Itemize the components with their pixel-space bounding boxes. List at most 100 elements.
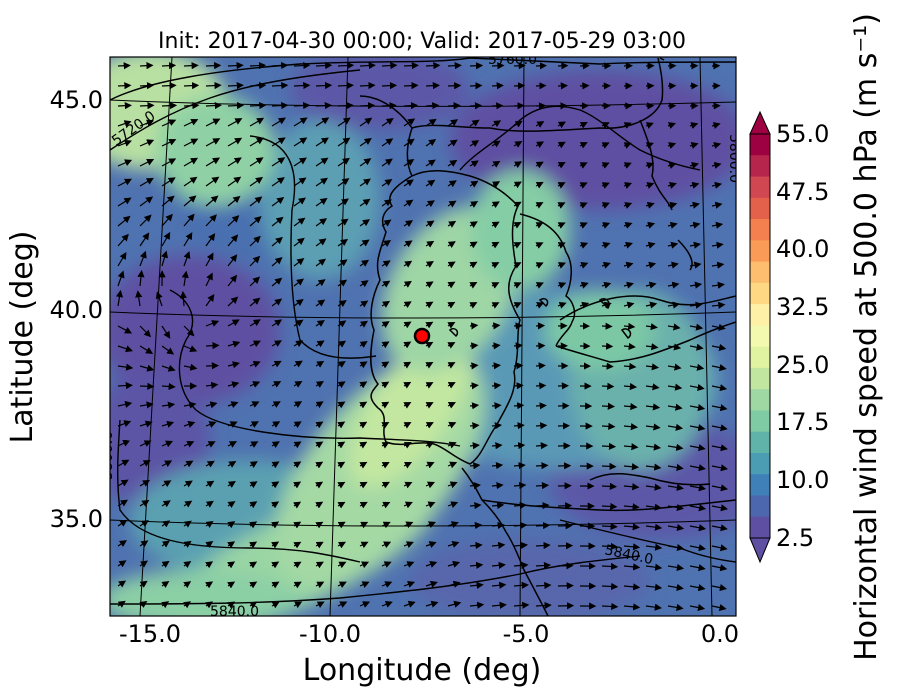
wind-arrow xyxy=(249,176,264,187)
wind-arrow xyxy=(645,142,654,149)
wind-arrow xyxy=(403,199,414,207)
wind-arrow xyxy=(161,82,177,90)
wind-arrow xyxy=(645,543,663,551)
wind-arrow xyxy=(155,291,163,307)
wind-arrow xyxy=(205,81,222,90)
colorbar-swatch xyxy=(750,240,770,263)
wind-arrow xyxy=(667,383,683,391)
wind-arrow xyxy=(337,441,346,449)
wind-arrow xyxy=(139,580,148,588)
wind-arrow xyxy=(623,241,633,249)
wind-arrow xyxy=(139,420,153,428)
wind-arrow xyxy=(183,500,193,508)
wind-arrow xyxy=(271,157,286,167)
wind-arrow xyxy=(425,321,434,329)
wind-arrow xyxy=(447,301,456,309)
wind-arrow xyxy=(513,362,524,370)
y-axis-label: Latitude (deg) xyxy=(5,231,40,444)
wind-arrow xyxy=(689,221,701,229)
colorbar-label: Horizontal wind speed at 500.0 hPa (m s⁻… xyxy=(849,13,884,661)
wind-arrow xyxy=(645,423,661,431)
wind-arrow xyxy=(557,161,566,169)
wind-arrow xyxy=(645,201,655,209)
wind-arrow xyxy=(425,240,435,248)
wind-arrow xyxy=(227,340,241,348)
wind-arrow xyxy=(601,602,619,611)
wind-arrow xyxy=(535,541,551,550)
wind-arrow xyxy=(205,520,214,528)
wind-arrow xyxy=(689,201,700,209)
wind-arrow xyxy=(447,220,457,228)
wind-arrow xyxy=(447,521,459,528)
wind-arrow xyxy=(689,241,702,249)
wind-arrow xyxy=(601,402,615,410)
wind-arrow xyxy=(117,400,133,408)
wind-arrow xyxy=(359,481,368,489)
wind-arrow xyxy=(205,401,218,409)
wind-arrow xyxy=(227,101,245,110)
wind-arrow xyxy=(381,361,390,369)
wind-arrow xyxy=(293,237,305,247)
wind-arrow xyxy=(117,600,126,608)
wind-arrow xyxy=(535,521,551,530)
wind-arrow xyxy=(161,364,176,372)
wind-arrow xyxy=(337,401,346,409)
wind-arrow xyxy=(491,62,505,70)
wind-arrow xyxy=(469,322,479,330)
wind-arrow xyxy=(535,422,548,430)
wind-arrow xyxy=(337,501,346,509)
wind-arrow xyxy=(315,340,325,348)
wind-arrow xyxy=(315,101,332,110)
wind-arrow xyxy=(601,182,610,189)
wind-arrow xyxy=(249,61,267,70)
wind-arrow xyxy=(469,201,479,208)
wind-arrow xyxy=(579,142,588,149)
colorbar-swatch xyxy=(750,282,770,305)
wind-arrow xyxy=(513,541,529,549)
wind-arrow xyxy=(293,81,311,90)
wind-arrow xyxy=(161,500,171,508)
wind-arrow xyxy=(469,140,480,148)
wind-arrow xyxy=(491,481,504,490)
wind-arrow xyxy=(711,384,728,392)
wind-arrow xyxy=(425,200,435,208)
wind-arrow xyxy=(205,214,217,227)
wind-arrow xyxy=(315,360,325,368)
wind-arrow xyxy=(271,541,280,549)
wind-arrow xyxy=(183,421,196,428)
colorbar-swatch xyxy=(750,431,770,454)
wind-arrow xyxy=(271,298,283,307)
wind-arrow xyxy=(359,300,369,308)
wind-arrow xyxy=(601,122,610,129)
wind-arrow xyxy=(491,201,500,209)
wind-arrow xyxy=(601,502,618,511)
wind-arrow xyxy=(227,157,242,167)
wind-arrow xyxy=(403,321,412,329)
wind-arrow xyxy=(557,222,566,229)
wind-arrow xyxy=(711,141,722,149)
wind-arrow xyxy=(425,361,434,369)
wind-arrow xyxy=(293,521,302,529)
wind-arrow xyxy=(293,581,302,589)
wind-arrow xyxy=(601,442,617,450)
wind-arrow xyxy=(315,461,324,469)
wind-arrow xyxy=(689,484,707,492)
wind-arrow xyxy=(513,521,528,530)
wind-arrow xyxy=(623,142,632,149)
wind-arrow xyxy=(623,122,632,129)
wind-arrow xyxy=(249,521,258,529)
wind-arrow xyxy=(315,157,329,167)
colorbar-tick: 55.0 xyxy=(776,120,829,148)
wind-arrow xyxy=(117,420,132,428)
wind-arrow xyxy=(667,483,684,491)
wind-arrow xyxy=(271,216,284,227)
wind-arrow xyxy=(557,141,566,149)
wind-arrow xyxy=(535,242,544,249)
wind-arrow xyxy=(689,142,699,149)
wind-arrow xyxy=(535,302,545,309)
wind-arrow xyxy=(359,581,370,588)
wind-arrow xyxy=(139,158,155,167)
wind-arrow xyxy=(293,380,303,388)
wind-arrow xyxy=(337,461,346,469)
wind-arrow xyxy=(161,119,177,127)
